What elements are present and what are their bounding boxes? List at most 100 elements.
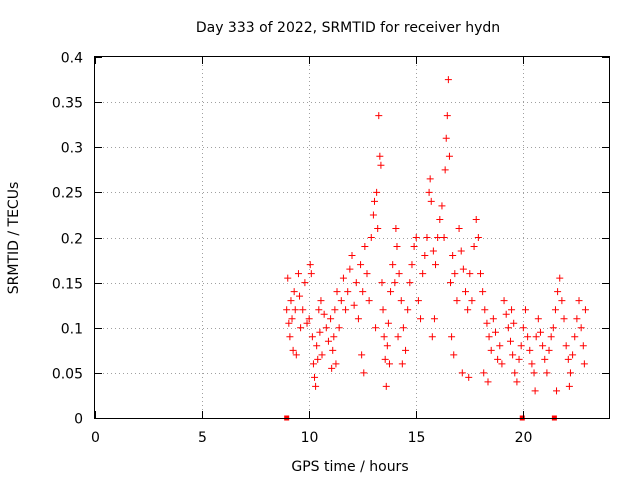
- data-point: [342, 306, 350, 314]
- x-axis-title: GPS time / hours: [291, 459, 408, 475]
- data-point: [458, 369, 466, 377]
- data-point: [367, 234, 375, 241]
- data-point: [496, 342, 504, 350]
- data-point: [532, 333, 540, 341]
- data-point: [447, 279, 455, 287]
- data-point: [296, 292, 304, 300]
- marks-layer: [283, 76, 589, 421]
- data-point: [354, 315, 362, 323]
- data-point: [541, 355, 549, 363]
- data-point: [360, 369, 368, 377]
- y-tick-label: 0.4: [61, 51, 83, 67]
- data-point: [453, 297, 461, 305]
- data-point: [285, 319, 293, 327]
- data-point: [448, 333, 456, 341]
- data-point: [421, 252, 429, 260]
- data-point: [417, 315, 425, 323]
- data-point: [373, 188, 381, 196]
- data-point: [459, 265, 467, 273]
- data-point: [389, 261, 397, 269]
- data-point: [380, 333, 388, 341]
- data-point: [581, 306, 589, 314]
- data-point: [487, 346, 495, 354]
- data-point: [491, 328, 499, 336]
- data-point: [363, 270, 371, 278]
- data-point: [307, 270, 315, 278]
- data-point: [398, 360, 406, 368]
- data-point: [480, 369, 488, 377]
- data-point: [320, 310, 328, 318]
- data-point: [312, 382, 320, 390]
- data-point: [457, 247, 465, 255]
- data-point: [498, 360, 506, 368]
- data-point: [531, 387, 539, 395]
- data-point: [392, 224, 400, 232]
- data-point: [577, 324, 585, 332]
- data-point: [289, 346, 297, 354]
- data-point: [359, 288, 367, 296]
- data-point: [399, 324, 407, 332]
- data-point: [306, 261, 314, 269]
- data-point: [385, 360, 393, 368]
- x-tick-label: 0: [91, 430, 100, 446]
- data-point: [339, 274, 347, 282]
- data-point: [462, 288, 470, 296]
- data-point: [344, 288, 352, 296]
- data-point: [337, 297, 345, 305]
- data-point: [554, 288, 562, 296]
- data-point: [375, 112, 383, 120]
- data-point: [311, 373, 319, 381]
- data-point: [440, 234, 448, 241]
- data-point: [513, 378, 521, 386]
- data-point: [479, 288, 487, 296]
- data-point: [436, 215, 444, 223]
- data-point: [427, 197, 435, 205]
- data-point: [530, 369, 538, 377]
- data-point: [331, 306, 339, 314]
- data-point: [378, 279, 386, 287]
- data-point: [430, 315, 438, 323]
- data-point: [370, 197, 378, 205]
- data-point: [580, 360, 588, 368]
- data-point: [506, 337, 514, 345]
- data-point: [287, 297, 295, 305]
- y-tick-label: 0: [74, 412, 83, 428]
- data-point: [290, 288, 298, 296]
- data-point: [565, 382, 573, 390]
- data-point: [528, 360, 536, 368]
- data-point: [573, 315, 581, 323]
- data-point: [465, 373, 473, 381]
- data-point: [292, 351, 300, 359]
- data-point: [566, 369, 574, 377]
- data-point: [441, 166, 449, 174]
- data-point: [429, 247, 437, 255]
- data-point: [410, 243, 418, 251]
- data-point: [474, 234, 482, 241]
- data-point: [468, 297, 476, 305]
- data-point: [314, 355, 322, 363]
- data-point: [402, 346, 410, 354]
- y-tick-label: 0.25: [52, 186, 83, 202]
- data-point: [444, 76, 452, 84]
- data-point: [485, 333, 493, 341]
- data-point: [324, 337, 332, 345]
- data-point: [425, 188, 433, 196]
- data-point: [406, 279, 414, 287]
- data-point: [443, 112, 451, 120]
- data-point: [291, 306, 299, 314]
- data-point: [483, 319, 491, 327]
- data-point: [455, 224, 463, 232]
- data-point: [346, 265, 354, 273]
- data-point: [348, 252, 356, 260]
- y-tick-label: 0.35: [52, 96, 83, 112]
- data-point: [308, 333, 316, 341]
- data-point: [352, 279, 360, 287]
- data-point: [315, 306, 323, 314]
- x-tick-label: 5: [198, 430, 207, 446]
- data-point: [330, 333, 338, 341]
- data-point: [434, 234, 442, 241]
- data-point: [414, 297, 422, 305]
- data-point: [317, 297, 325, 305]
- data-point: [450, 351, 458, 359]
